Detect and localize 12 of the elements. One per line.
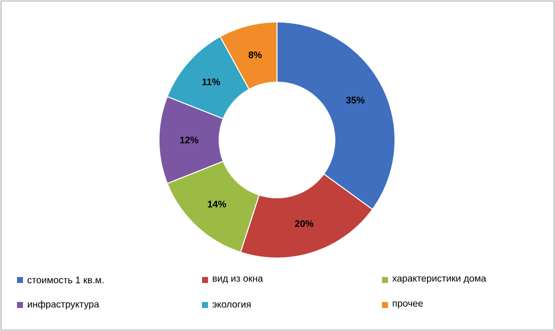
data-label: 20% — [294, 220, 314, 227]
data-label: 8% — [248, 51, 262, 58]
data-label: 14% — [208, 200, 226, 208]
legend-label: экология — [212, 302, 251, 308]
legend-label: вид из окна — [212, 276, 263, 284]
data-label: 12% — [180, 136, 198, 144]
legend-label: стоимость 1 кв.м. — [28, 276, 104, 284]
data-label: 11% — [202, 78, 220, 86]
legend-label: инфраструктура — [28, 300, 100, 310]
data-label: 35% — [346, 96, 365, 104]
legend-label: прочее — [392, 301, 423, 309]
legend-label: характеристики дома — [392, 276, 486, 284]
